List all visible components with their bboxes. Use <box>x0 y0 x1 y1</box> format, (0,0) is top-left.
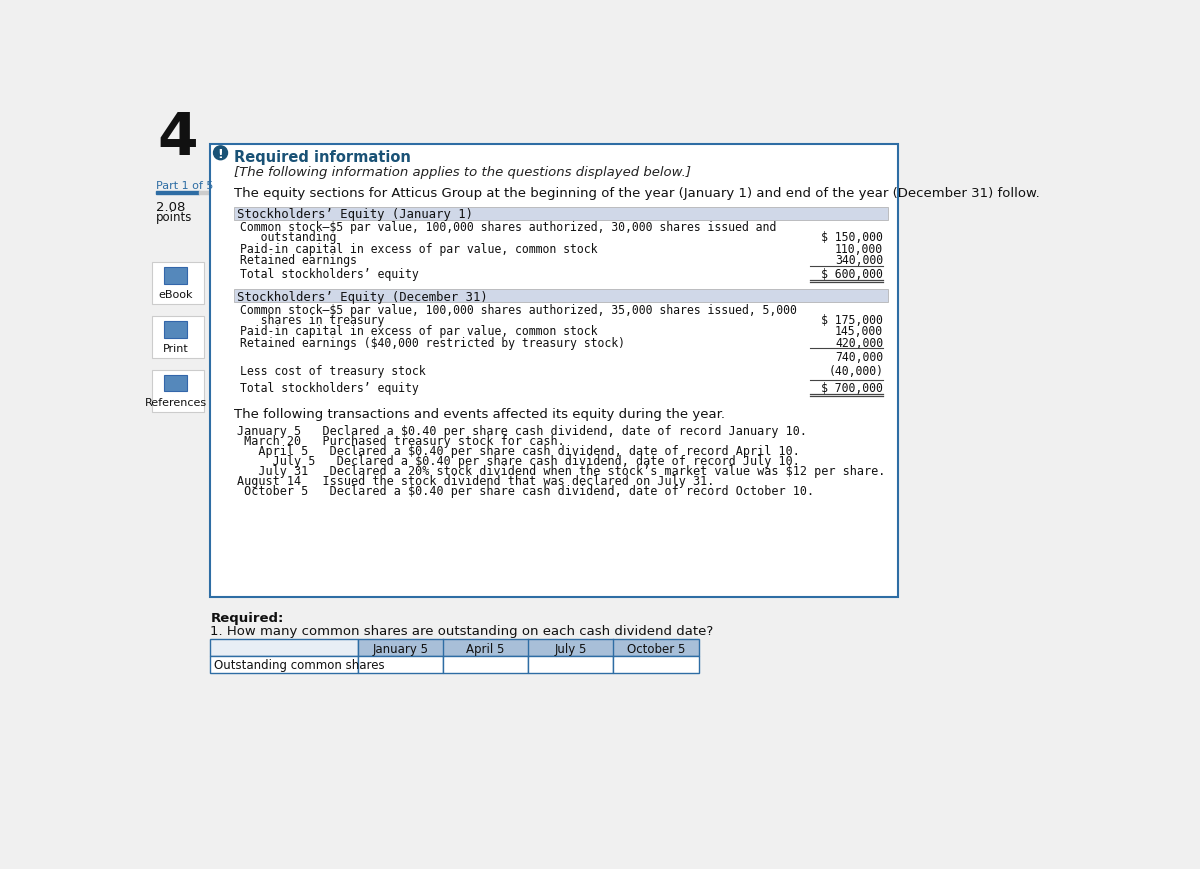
Bar <box>358 640 698 656</box>
Text: April 5: April 5 <box>467 642 505 655</box>
Text: August 14   Issued the stock dividend that was declared on July 31.: August 14 Issued the stock dividend that… <box>236 474 714 488</box>
Circle shape <box>214 146 228 160</box>
Text: January 5   Declared a $0.40 per share cash dividend, date of record January 10.: January 5 Declared a $0.40 per share cas… <box>236 425 806 438</box>
Text: 110,000: 110,000 <box>835 242 883 255</box>
Text: Less cost of treasury stock: Less cost of treasury stock <box>240 365 426 378</box>
Text: July 5   Declared a $0.40 per share cash dividend, date of record July 10.: July 5 Declared a $0.40 per share cash d… <box>236 454 799 468</box>
Text: July 5: July 5 <box>554 642 587 655</box>
Text: April 5   Declared a $0.40 per share cash dividend, date of record April 10.: April 5 Declared a $0.40 per share cash … <box>236 445 799 458</box>
Text: 340,000: 340,000 <box>835 255 883 268</box>
Text: The equity sections for Atticus Group at the beginning of the year (January 1) a: The equity sections for Atticus Group at… <box>234 188 1039 201</box>
Text: Print: Print <box>163 344 188 354</box>
Text: March 20   Purchased treasury stock for cash.: March 20 Purchased treasury stock for ca… <box>236 434 564 448</box>
Bar <box>151 370 204 412</box>
Text: !: ! <box>217 149 223 161</box>
Text: Part 1 of 5: Part 1 of 5 <box>156 182 214 191</box>
Bar <box>234 207 888 220</box>
Bar <box>443 656 528 673</box>
Bar <box>164 375 187 392</box>
Text: $ 600,000: $ 600,000 <box>821 269 883 282</box>
Bar <box>528 656 613 673</box>
Text: $ 175,000: $ 175,000 <box>821 314 883 327</box>
Text: 740,000: 740,000 <box>835 351 883 364</box>
Bar <box>156 191 199 195</box>
Text: Common stock–$5 par value, 100,000 shares authorized, 35,000 shares issued, 5,00: Common stock–$5 par value, 100,000 share… <box>240 303 797 316</box>
Bar <box>210 656 358 673</box>
Text: Required information: Required information <box>234 150 410 165</box>
Text: $ 700,000: $ 700,000 <box>821 382 883 395</box>
Text: points: points <box>156 211 192 224</box>
Bar <box>210 144 898 597</box>
Bar <box>199 191 210 195</box>
Text: October 5: October 5 <box>626 642 685 655</box>
Text: 145,000: 145,000 <box>835 325 883 338</box>
Text: $ 150,000: $ 150,000 <box>821 231 883 244</box>
Text: Retained earnings ($40,000 restricted by treasury stock): Retained earnings ($40,000 restricted by… <box>240 337 625 350</box>
Bar <box>613 656 698 673</box>
Text: 2.08: 2.08 <box>156 202 186 215</box>
Bar <box>164 321 187 337</box>
Text: Required:: Required: <box>210 613 284 626</box>
Text: January 5: January 5 <box>372 642 428 655</box>
Text: 1. How many common shares are outstanding on each cash dividend date?: 1. How many common shares are outstandin… <box>210 625 714 638</box>
Text: Total stockholders’ equity: Total stockholders’ equity <box>240 269 419 282</box>
Text: Paid-in capital in excess of par value, common stock: Paid-in capital in excess of par value, … <box>240 242 598 255</box>
Bar <box>234 289 888 302</box>
Bar <box>358 656 443 673</box>
Text: July 31   Declared a 20% stock dividend when the stock’s market value was $12 pe: July 31 Declared a 20% stock dividend wh… <box>236 465 886 478</box>
Text: Outstanding common shares: Outstanding common shares <box>215 660 385 673</box>
Text: [The following information applies to the questions displayed below.]: [The following information applies to th… <box>234 166 691 179</box>
Text: Stockholders’ Equity (December 31): Stockholders’ Equity (December 31) <box>236 290 487 303</box>
Text: shares in treasury: shares in treasury <box>240 314 384 327</box>
Text: Stockholders’ Equity (January 1): Stockholders’ Equity (January 1) <box>236 209 473 222</box>
Text: (40,000): (40,000) <box>828 365 883 378</box>
Text: Retained earnings: Retained earnings <box>240 255 356 268</box>
Text: The following transactions and events affected its equity during the year.: The following transactions and events af… <box>234 408 725 421</box>
Text: Common stock–$5 par value, 100,000 shares authorized, 30,000 shares issued and: Common stock–$5 par value, 100,000 share… <box>240 222 776 235</box>
Bar <box>151 262 204 304</box>
Text: Paid-in capital in excess of par value, common stock: Paid-in capital in excess of par value, … <box>240 325 598 338</box>
Bar <box>210 640 358 656</box>
Text: References: References <box>144 398 206 408</box>
Text: Total stockholders’ equity: Total stockholders’ equity <box>240 382 419 395</box>
Bar <box>151 316 204 358</box>
Bar <box>164 267 187 283</box>
Text: eBook: eBook <box>158 290 193 300</box>
Text: 4: 4 <box>157 110 198 168</box>
Text: 420,000: 420,000 <box>835 337 883 350</box>
Text: October 5   Declared a $0.40 per share cash dividend, date of record October 10.: October 5 Declared a $0.40 per share cas… <box>236 485 814 498</box>
Text: outstanding: outstanding <box>240 231 336 244</box>
